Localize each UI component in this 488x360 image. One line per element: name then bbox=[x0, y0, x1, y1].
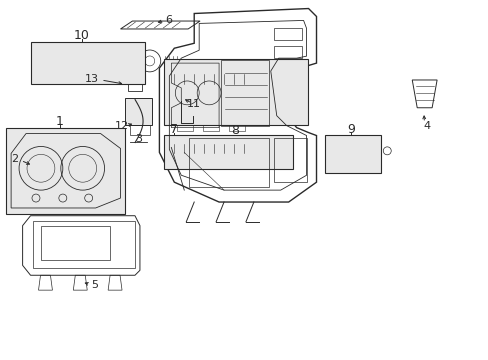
Text: 4: 4 bbox=[423, 121, 429, 131]
Text: 3: 3 bbox=[135, 134, 142, 144]
Bar bbox=[329, 144, 340, 158]
Bar bbox=[169, 72, 254, 95]
Bar bbox=[164, 135, 292, 169]
Bar bbox=[174, 99, 196, 117]
Bar bbox=[41, 226, 110, 260]
Bar bbox=[273, 28, 301, 40]
Bar bbox=[174, 91, 188, 102]
Bar bbox=[127, 82, 142, 91]
Text: 11: 11 bbox=[186, 99, 200, 109]
Text: 1: 1 bbox=[56, 115, 63, 128]
Text: 10: 10 bbox=[74, 29, 89, 42]
Bar bbox=[58, 54, 70, 68]
Bar bbox=[273, 46, 301, 58]
Bar bbox=[117, 56, 129, 66]
Bar bbox=[228, 119, 244, 131]
Text: 5: 5 bbox=[91, 280, 98, 291]
Bar bbox=[225, 99, 247, 117]
Bar bbox=[169, 143, 251, 159]
Text: 13: 13 bbox=[84, 74, 99, 84]
Bar bbox=[6, 128, 125, 214]
Text: 7: 7 bbox=[170, 123, 178, 136]
Bar bbox=[177, 119, 193, 131]
Bar bbox=[324, 135, 380, 173]
Text: 6: 6 bbox=[165, 15, 172, 25]
Bar bbox=[83, 51, 113, 71]
Bar bbox=[30, 42, 144, 84]
Text: 2: 2 bbox=[11, 154, 19, 163]
Text: 9: 9 bbox=[347, 123, 355, 136]
Bar bbox=[164, 59, 307, 125]
Bar bbox=[343, 144, 354, 158]
Text: 12: 12 bbox=[115, 121, 129, 131]
Bar bbox=[200, 99, 222, 117]
Bar bbox=[203, 119, 219, 131]
Bar bbox=[130, 125, 149, 135]
Bar bbox=[33, 221, 135, 268]
Polygon shape bbox=[11, 134, 120, 208]
Bar bbox=[125, 98, 152, 125]
Bar bbox=[357, 144, 367, 158]
Bar bbox=[133, 76, 142, 82]
Text: 8: 8 bbox=[230, 124, 238, 137]
Bar bbox=[41, 54, 52, 68]
